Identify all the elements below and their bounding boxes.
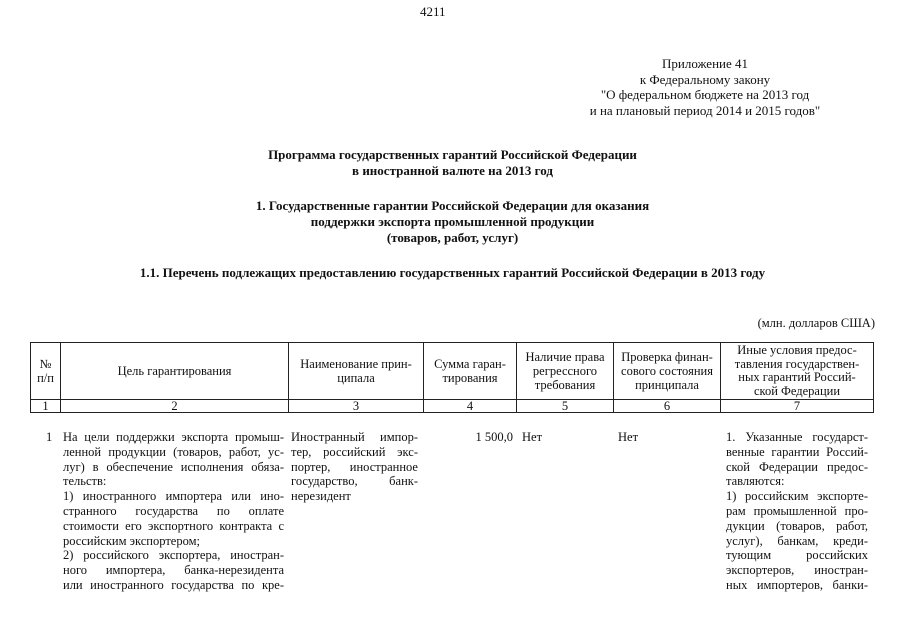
header-text: ской Федерации: [753, 383, 841, 398]
header-text: Сумма гаран-: [434, 356, 506, 371]
header-text: регрессного: [532, 364, 598, 378]
text-line: венные гарантии Россий-: [726, 444, 868, 459]
text-line: или иностранного государства по кре-: [63, 577, 284, 592]
text-line: тующим российских: [726, 548, 868, 563]
col-number: 5: [516, 399, 614, 413]
text-line: стоимости его экспортного контракта с: [63, 518, 284, 533]
col-number: 7: [720, 399, 874, 413]
header-regress: Наличие права регрессного требования: [516, 342, 614, 400]
text-line: тавляются:: [726, 474, 785, 489]
row-other-conditions: 1. Указанные государст-венные гарантии Р…: [726, 430, 868, 593]
header-num: № п/п: [30, 342, 61, 400]
section-1-heading: 1. Государственные гарантии Российской Ф…: [150, 198, 755, 246]
header-text: п/п: [37, 371, 54, 385]
guarantees-table-header: № п/п Цель гарантирования Наименование пр…: [30, 342, 874, 413]
col-number: 3: [288, 399, 424, 413]
appendix-header: Приложение 41 к Федеральному закону "О ф…: [555, 56, 855, 118]
row-amount: 1 500,0: [475, 430, 514, 444]
appendix-line: и на плановый период 2014 и 2015 годов": [589, 102, 821, 118]
header-text: сового состояния: [621, 364, 713, 378]
text-line: ных импортеров, банки-: [726, 577, 868, 592]
col-number: 2: [60, 399, 289, 413]
text-line: государство, банк-: [291, 474, 418, 489]
text-line: На цели поддержки экспорта промыш-: [63, 430, 284, 444]
section-1-1-heading: 1.1. Перечень подлежащих предоставлению …: [139, 265, 766, 280]
text-line: луг) в обеспечение исполнения обяза-: [63, 459, 284, 474]
appendix-line: Приложение 41: [661, 56, 749, 71]
col-number: 1: [30, 399, 61, 413]
title-line: в иностранной валюте на 2013 год: [352, 163, 553, 178]
text-line: странного государства по оплате: [63, 503, 284, 518]
text-line: 1. Указанные государст-: [726, 430, 868, 444]
document-title: Программа государственных гарантий Росси…: [150, 147, 755, 179]
text-line: тер, российский экс-: [291, 444, 418, 459]
appendix-line: "О федеральном бюджете на 2013 год: [600, 87, 810, 102]
header-text: №: [39, 357, 52, 371]
section-line: 1. Государственные гарантии Российской Ф…: [255, 198, 650, 213]
col-number: 4: [423, 399, 517, 413]
text-line: 1) российским экспорте-: [726, 489, 868, 504]
row-check: Нет: [618, 430, 639, 444]
text-line: ного импортера, банка-нерезидента: [63, 563, 284, 578]
header-purpose: Цель гарантирования: [60, 342, 289, 400]
text-line: портер, иностранное: [291, 459, 418, 474]
row-purpose: На цели поддержки экспорта промыш-ленной…: [63, 430, 284, 593]
header-text: тавления государствен-: [734, 356, 860, 371]
appendix-line: к Федеральному закону: [639, 71, 771, 87]
header-text: Цель гарантирования: [117, 363, 232, 378]
title-line: Программа государственных гарантий Росси…: [268, 147, 637, 162]
header-text: Проверка финан-: [621, 350, 713, 364]
text-line: рам промышленной про-: [726, 503, 868, 518]
text-line: услуг), банкам, креди-: [726, 533, 868, 548]
col-number: 6: [613, 399, 721, 413]
text-line: нерезидент: [291, 489, 351, 504]
header-check: Проверка финан-сового состояния принципал…: [613, 342, 721, 400]
header-text: принципала: [635, 378, 699, 392]
text-line: российским экспортером;: [63, 533, 200, 548]
units-note: (млн. долларов США): [757, 316, 875, 330]
section-line: поддержки экспорта промышленной продукци…: [310, 214, 595, 229]
text-line: 1) иностранного импортера или ино-: [63, 489, 284, 504]
header-text: тирования: [442, 371, 498, 385]
section-line: (товаров, работ, услуг): [386, 230, 519, 245]
header-other: Иные условия предос-тавления государстве…: [720, 342, 874, 400]
text-line: экспортеров, иностран-: [726, 563, 868, 578]
page-number: 4211: [420, 4, 446, 19]
text-line: ленной продукции (товаров, работ, ус-: [63, 444, 284, 459]
text-line: дукции (товаров, работ,: [726, 518, 868, 533]
header-text: ных гарантий Россий-: [738, 370, 856, 384]
header-text: Наличие права: [525, 350, 605, 364]
header-text: требования: [534, 378, 596, 392]
header-text: Наименование прин-: [300, 356, 412, 371]
text-line: ской Федерации предос-: [726, 459, 868, 474]
text-line: Иностранный импор-: [291, 430, 418, 444]
text-line: тельств:: [63, 474, 107, 489]
row-number: 1: [46, 430, 53, 444]
header-amount: Сумма гаран-тирования: [423, 342, 517, 400]
header-text: ципала: [337, 371, 375, 385]
header-principal: Наименование прин-ципала: [288, 342, 424, 400]
text-line: 2) российского экспортера, иностран-: [63, 548, 284, 563]
row-principal: Иностранный импор-тер, российский экс-по…: [291, 430, 418, 504]
row-regress: Нет: [522, 430, 543, 444]
header-text: Иные условия предос-: [737, 343, 857, 357]
